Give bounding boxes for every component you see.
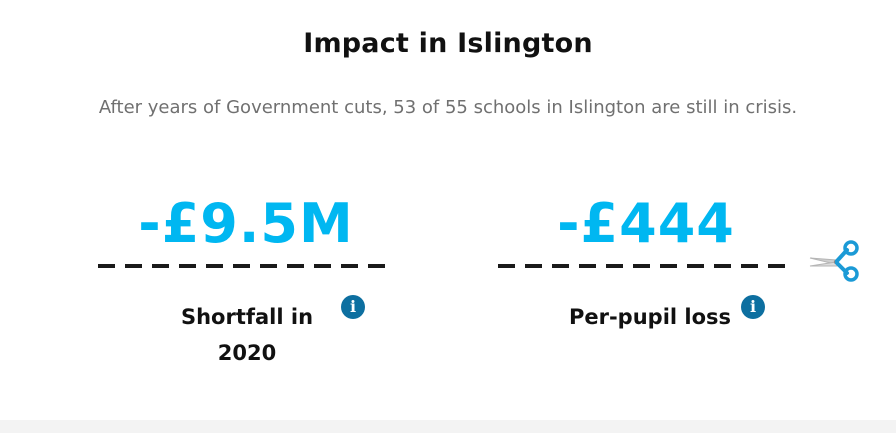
info-icon[interactable]: i <box>741 295 765 319</box>
info-icon[interactable]: i <box>341 295 365 319</box>
stat-label-shortfall: Shortfall in 2020 <box>180 305 314 365</box>
title-place-highlight: Islington <box>457 28 593 61</box>
dashed-divider <box>498 264 794 268</box>
footer-band <box>0 420 896 433</box>
dashed-divider <box>98 264 394 268</box>
stat-value-shortfall: -£9.5M <box>138 192 354 255</box>
title-prefix: Impact in <box>303 28 458 59</box>
stat-label-per-pupil: Per-pupil loss <box>568 305 732 329</box>
section-title: Impact in Islington <box>0 28 896 61</box>
title-place: Islington <box>457 28 593 59</box>
section-subtitle: After years of Government cuts, 53 of 55… <box>98 97 798 118</box>
scissors-icon <box>809 240 859 282</box>
stat-value-per-pupil: -£444 <box>557 192 735 255</box>
